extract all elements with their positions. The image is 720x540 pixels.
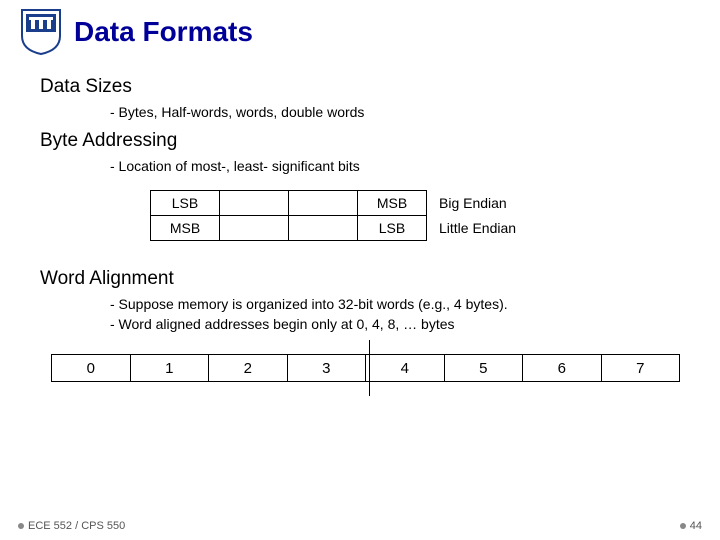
endian-label-big: Big Endian <box>439 195 507 211</box>
section-byte-addressing: Byte Addressing <box>40 130 680 152</box>
bullet-text: - Location of most-, least- significant … <box>110 158 680 174</box>
endian-cell <box>288 190 358 216</box>
word-cell: 1 <box>130 354 210 382</box>
endian-row-big: LSB MSB Big Endian <box>150 190 680 216</box>
endian-cell: MSB <box>150 215 220 241</box>
endian-row-little: MSB LSB Little Endian <box>150 215 680 241</box>
endian-cell: LSB <box>357 215 427 241</box>
endian-cell: MSB <box>357 190 427 216</box>
footer-right: 44 <box>680 520 702 532</box>
footer-left: ECE 552 / CPS 550 <box>18 520 125 532</box>
slide-title: Data Formats <box>74 16 253 48</box>
section-data-sizes: Data Sizes <box>40 76 680 98</box>
endian-cell <box>219 215 289 241</box>
word-cell: 2 <box>208 354 288 382</box>
bullet-text: - Bytes, Half-words, words, double words <box>110 104 680 120</box>
endian-cell <box>288 215 358 241</box>
bullet-text: - Word aligned addresses begin only at 0… <box>110 316 680 332</box>
word-table: 0 1 2 3 4 5 6 7 <box>52 354 680 382</box>
bullet-dot-icon <box>680 523 686 529</box>
endian-label-little: Little Endian <box>439 220 516 236</box>
word-cell: 4 <box>365 354 445 382</box>
endian-cell: LSB <box>150 190 220 216</box>
bullet-dot-icon <box>18 523 24 529</box>
endian-cell <box>219 190 289 216</box>
word-cell: 0 <box>51 354 131 382</box>
alignment-tick-icon <box>369 340 370 396</box>
bullet-text: - Suppose memory is organized into 32-bi… <box>110 296 680 312</box>
word-cell: 6 <box>522 354 602 382</box>
section-word-alignment: Word Alignment <box>40 268 680 290</box>
word-cell: 7 <box>601 354 681 382</box>
endian-table: LSB MSB Big Endian MSB LSB Little Endian <box>150 190 680 241</box>
word-cell: 5 <box>444 354 524 382</box>
word-cell: 3 <box>287 354 367 382</box>
shield-icon <box>20 8 62 56</box>
